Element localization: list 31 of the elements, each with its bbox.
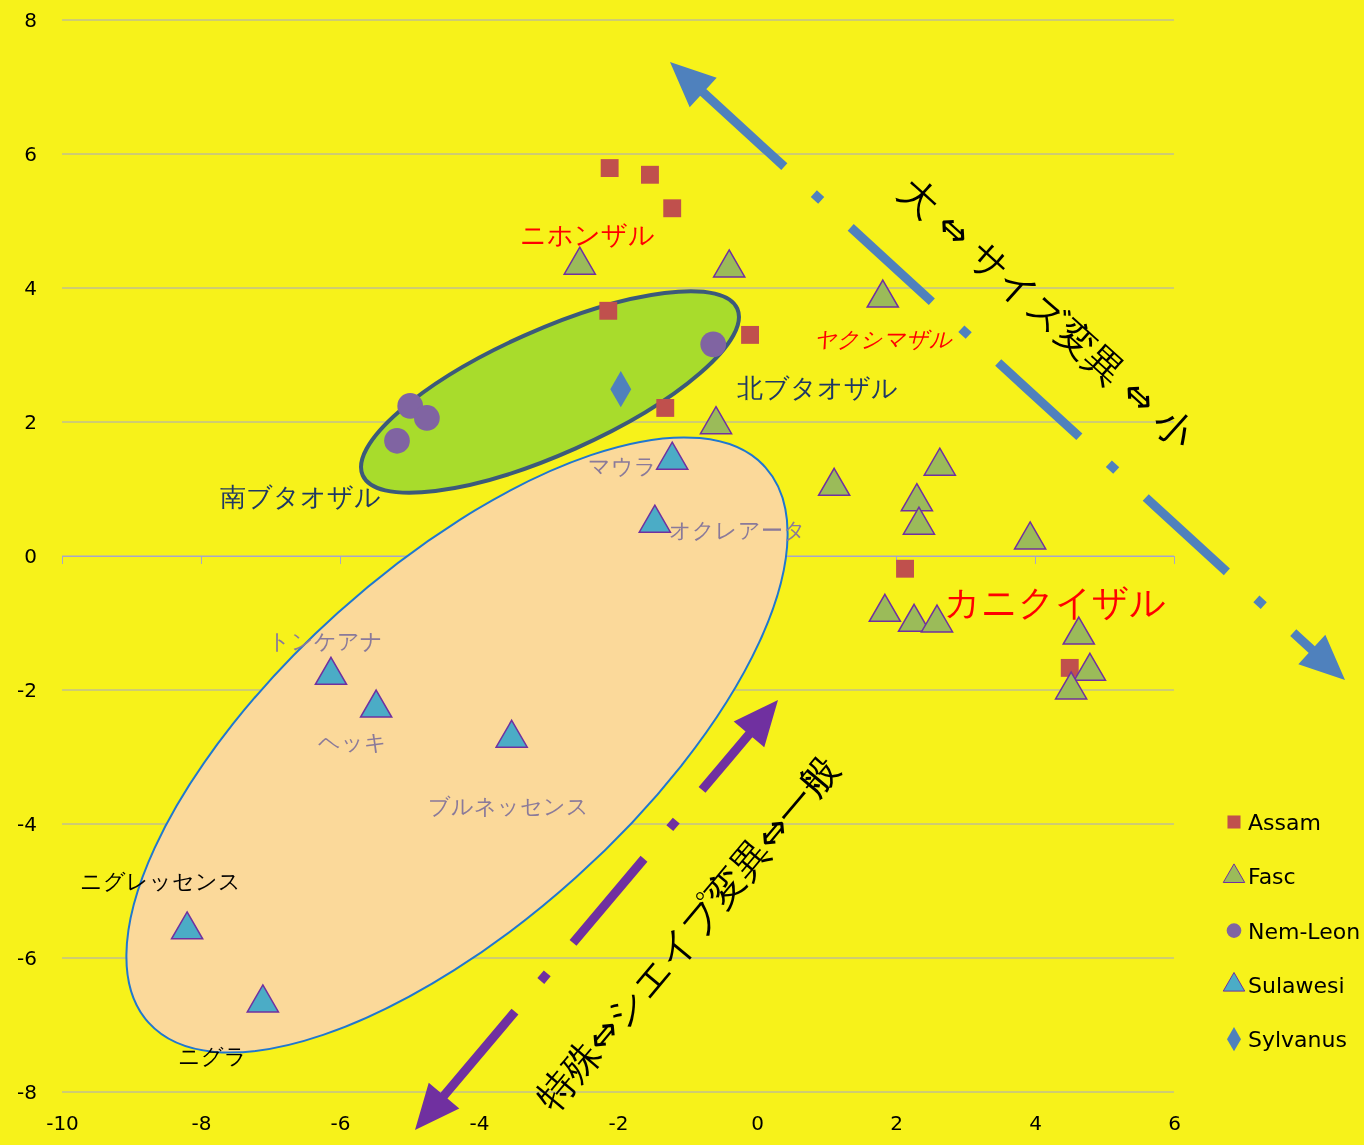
- y-tick-label: -8: [17, 1079, 37, 1104]
- x-tick-label: 0: [751, 1111, 764, 1136]
- y-tick-label: -4: [17, 811, 37, 836]
- x-tick-label: 4: [1029, 1111, 1042, 1136]
- legend-label: Nem-Leon: [1248, 918, 1361, 944]
- annotation: カニクイザル: [944, 582, 1166, 623]
- annotation: 北ブタオザル: [736, 372, 898, 403]
- legend-label: Assam: [1248, 810, 1321, 835]
- annotation: 南ブタオザル: [219, 481, 381, 512]
- x-tick-label: -2: [608, 1111, 629, 1136]
- y-tick-label: 8: [24, 7, 37, 32]
- annotation: ヘッキ: [317, 730, 387, 755]
- x-tick-label: 6: [1168, 1111, 1181, 1136]
- annotation: ニホンザル: [519, 219, 655, 250]
- y-tick-label: -6: [17, 945, 37, 970]
- annotation: ブルネッセンス: [427, 794, 589, 819]
- legend-label: Sulawesi: [1248, 972, 1345, 998]
- x-tick-label: 2: [890, 1111, 903, 1136]
- x-tick-label: -4: [469, 1111, 490, 1136]
- legend-label: Sylvanus: [1248, 1027, 1347, 1053]
- x-tick-label: -8: [191, 1111, 212, 1136]
- legend-label: Fasc: [1248, 864, 1296, 890]
- annotation: ヤクシマザル: [814, 327, 953, 352]
- y-tick-label: 4: [24, 275, 37, 300]
- y-tick-label: 0: [24, 543, 37, 568]
- x-tick-label: -6: [330, 1111, 351, 1136]
- y-tick-label: 2: [24, 409, 37, 434]
- x-tick-label: -10: [46, 1111, 79, 1136]
- annotation: マウラ: [587, 454, 657, 479]
- y-tick-label: -2: [17, 677, 37, 702]
- y-tick-label: 6: [24, 141, 37, 166]
